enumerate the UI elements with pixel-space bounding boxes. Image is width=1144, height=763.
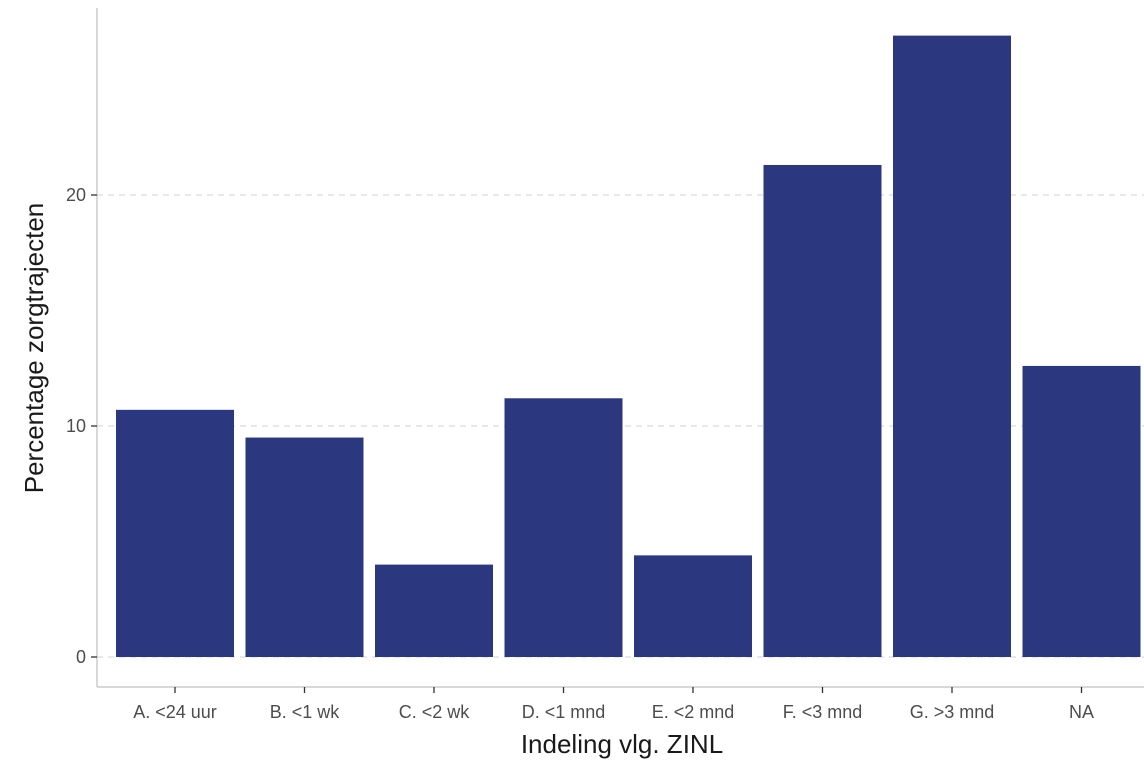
x-tick-label: B. <1 wk <box>270 702 341 722</box>
x-tick-label: E. <2 mnd <box>652 702 735 722</box>
y-tick-label: 0 <box>76 647 86 667</box>
x-tick-label: C. <2 wk <box>399 702 471 722</box>
bar <box>375 564 493 657</box>
bar <box>634 555 752 657</box>
y-tick-label: 20 <box>66 185 86 205</box>
x-tick-label: NA <box>1069 702 1094 722</box>
x-tick-label: A. <24 uur <box>133 702 217 722</box>
x-tick-label: F. <3 mnd <box>783 702 863 722</box>
y-axis-title: Percentage zorgtrajecten <box>19 203 49 494</box>
x-tick-label: D. <1 mnd <box>522 702 606 722</box>
bar <box>893 35 1011 658</box>
bar <box>1022 365 1141 657</box>
y-ticks: 0 10 20 <box>66 185 97 667</box>
bars <box>116 35 1141 658</box>
bar <box>504 398 623 657</box>
x-ticks: A. <24 uur B. <1 wk C. <2 wk D. <1 mnd E. <2… <box>133 687 1094 722</box>
bar <box>116 409 234 657</box>
bar <box>245 437 364 657</box>
x-tick-label: G. >3 mnd <box>910 702 995 722</box>
bar <box>763 164 882 657</box>
y-tick-label: 10 <box>66 416 86 436</box>
x-axis-title: Indeling vlg. ZINL <box>521 729 723 759</box>
